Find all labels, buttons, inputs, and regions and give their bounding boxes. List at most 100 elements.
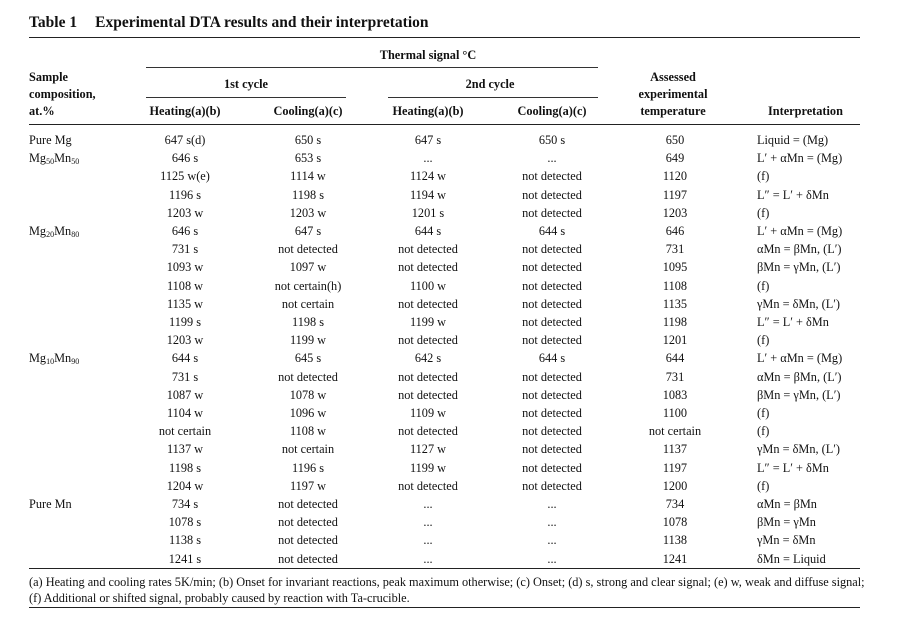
interpretation-cell: βMn = γMn, (L′) [757, 387, 841, 402]
cooling-1-cell: not detected [278, 533, 338, 548]
heating-1-cell: 1203 w [166, 205, 204, 220]
assessed-temperature-cell: 1095 [662, 260, 688, 275]
heating-2-cell: not detected [398, 260, 458, 275]
assessed-temperature-cell: 1197 [662, 187, 688, 202]
cooling-1-cell: not detected [278, 551, 338, 566]
heating-1-cell: 1137 w [166, 442, 204, 457]
cooling-1-cell: 1196 s [292, 460, 324, 475]
cooling-2-cell: not detected [522, 242, 582, 257]
heating-1-cell: 646 s [171, 224, 199, 238]
cooling-1-cell: not certain [281, 442, 335, 457]
interpretation-cell: Liquid = (Mg) [757, 133, 829, 147]
header-thermal-signal: Thermal signal °C [379, 48, 477, 62]
heating-2-cell: 1127 w [409, 442, 447, 457]
cooling-1-cell: not certain(h) [274, 278, 342, 293]
heating-1-cell: 1204 w [166, 478, 204, 493]
header-heating-1: Heating(a)(b) [149, 104, 221, 118]
heating-2-cell: not detected [398, 424, 458, 439]
heating-1-cell: 647 s(d) [164, 133, 206, 147]
cooling-2-cell: not detected [522, 296, 582, 311]
cooling-2-cell: ... [547, 515, 557, 530]
interpretation-cell: βMn = γMn, (L′) [757, 260, 841, 275]
heating-2-cell: not detected [398, 478, 458, 493]
heating-1-cell: 1125 w(e) [160, 169, 210, 184]
header-heating-2: Heating(a)(b) [392, 104, 464, 118]
cooling-2-cell: not detected [522, 387, 582, 402]
interpretation-cell: γMn = δMn [757, 533, 816, 548]
heating-1-cell: 1199 s [169, 315, 201, 329]
assessed-temperature-cell: 1197 [662, 460, 688, 475]
cooling-2-cell: not detected [522, 205, 582, 220]
heating-2-cell: not detected [398, 242, 458, 257]
heating-2-cell: 642 s [414, 351, 442, 366]
cooling-1-cell: 1096 w [289, 406, 327, 420]
sample-cell: Pure Mg [29, 133, 72, 147]
interpretation-cell: γMn = δMn, (L′) [757, 296, 841, 311]
cooling-1-cell: 1197 w [289, 478, 327, 493]
heating-1-cell: 1087 w [166, 387, 204, 402]
sample-cell: Mg50Mn50 [29, 151, 80, 167]
interpretation-cell: (f) [757, 278, 770, 293]
heating-1-cell: 731 s [171, 242, 199, 257]
cooling-1-cell: 1198 s [292, 187, 324, 202]
cooling-2-cell: ... [547, 151, 557, 166]
assessed-temperature-cell: 1135 [662, 296, 688, 311]
assessed-temperature-cell: 1138 [662, 533, 688, 548]
cooling-1-cell: 1199 w [289, 333, 327, 348]
cooling-2-cell: ... [547, 533, 557, 548]
assessed-temperature-cell: 731 [665, 369, 685, 384]
heating-1-cell: 1108 w [166, 278, 204, 293]
cooling-1-cell: 653 s [294, 151, 322, 166]
heating-2-cell: ... [423, 533, 433, 548]
assessed-temperature-cell: 646 [665, 224, 685, 238]
interpretation-cell: (f) [757, 478, 770, 493]
table-caption: Experimental DTA results and their inter… [95, 14, 429, 31]
heating-1-cell: 1241 s [168, 551, 202, 566]
cooling-2-cell: not detected [522, 169, 582, 184]
heating-2-cell: 1124 w [409, 169, 447, 184]
heating-1-cell: 646 s [171, 151, 199, 166]
heating-2-cell: ... [423, 497, 433, 511]
assessed-temperature-cell: 649 [665, 151, 685, 166]
heating-2-cell: 1199 w [409, 315, 447, 329]
header-interpretation: Interpretation [768, 104, 843, 118]
footnote-rule [29, 607, 860, 608]
cooling-2-cell: not detected [522, 260, 582, 275]
interpretation-cell: L′ + αMn = (Mg) [757, 351, 843, 366]
assessed-temperature-cell: 644 [665, 351, 685, 366]
cooling-2-cell: not detected [522, 406, 582, 420]
assessed-temperature-cell: 1108 [662, 278, 688, 293]
header-cycle-1: 1st cycle [223, 77, 269, 91]
bottom-rule [29, 568, 860, 569]
cooling-2-cell: not detected [522, 333, 582, 348]
heating-2-cell: not detected [398, 369, 458, 384]
top-rule [29, 37, 860, 38]
heating-2-cell: 1109 w [409, 406, 447, 420]
thermal-signal-rule [146, 67, 598, 68]
interpretation-cell: αMn = βMn, (L′) [757, 369, 842, 384]
heating-1-cell: 1138 s [169, 533, 201, 548]
heating-2-cell: 644 s [414, 224, 442, 238]
assessed-temperature-cell: 1083 [662, 387, 688, 402]
cooling-1-cell: not certain [281, 296, 335, 311]
cooling-1-cell: not detected [278, 515, 338, 530]
cooling-1-cell: not detected [278, 242, 338, 257]
cooling-1-cell: 1097 w [289, 260, 327, 275]
cooling-2-cell: 644 s [538, 351, 566, 366]
heating-1-cell: 1104 w [166, 406, 204, 420]
interpretation-cell: L′ + αMn = (Mg) [757, 151, 843, 166]
cooling-2-cell: not detected [522, 369, 582, 384]
heating-2-cell: ... [423, 551, 433, 566]
heating-1-cell: 1198 s [169, 460, 201, 475]
interpretation-cell: (f) [757, 169, 770, 184]
cooling-2-cell: not detected [522, 278, 582, 293]
cooling-2-cell: not detected [522, 315, 582, 329]
header-sample: Sample composition, at.% [29, 70, 96, 118]
heating-1-cell: 1078 s [168, 515, 202, 530]
cooling-1-cell: 647 s [294, 224, 322, 238]
heating-2-cell: not detected [398, 333, 458, 348]
assessed-temperature-cell: 1137 [662, 442, 688, 457]
sample-cell: Mg20Mn80 [29, 224, 80, 239]
heating-2-cell: ... [423, 151, 433, 166]
